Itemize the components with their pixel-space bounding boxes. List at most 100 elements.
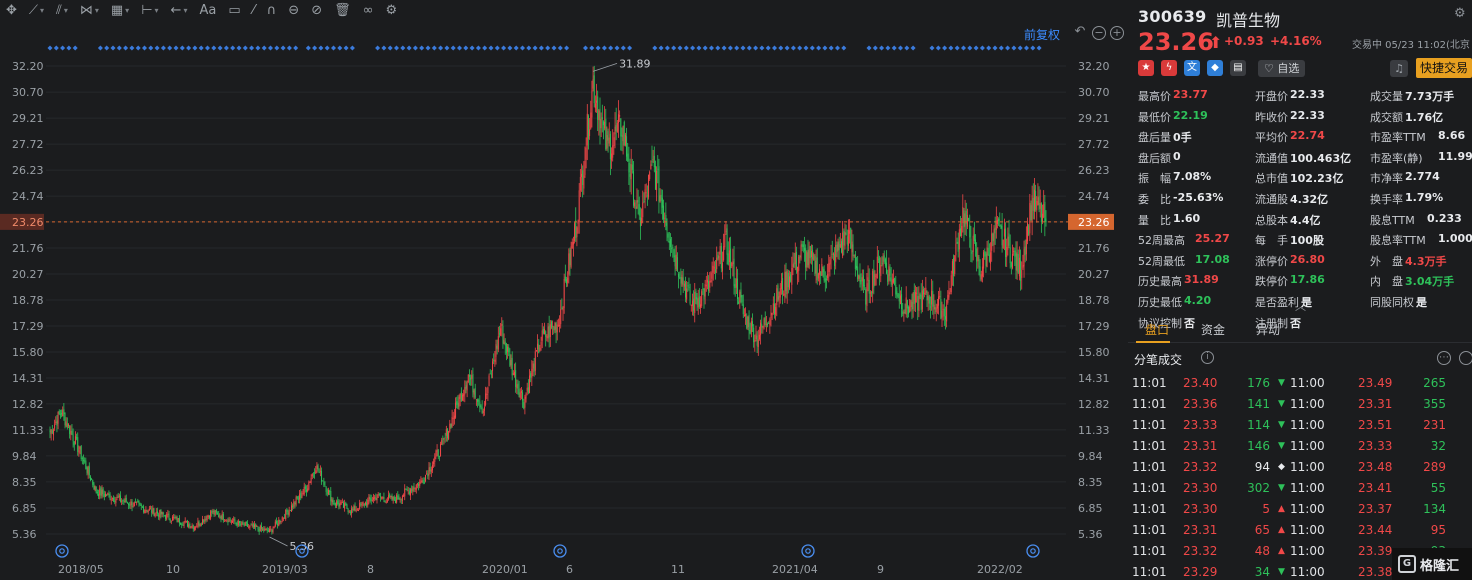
zoom-out-icon[interactable]: − <box>1092 26 1106 40</box>
candle-body <box>854 254 856 269</box>
stat-value: 是 <box>1301 295 1312 309</box>
y-tick-label-left: 24.74 <box>12 190 44 203</box>
low-marker-line <box>269 536 288 547</box>
candle-body <box>527 387 529 393</box>
alert-bell-icon[interactable]: ♫ <box>1390 60 1408 77</box>
candle-body <box>928 296 930 304</box>
tab-capital[interactable]: 资金 <box>1201 323 1226 337</box>
kline-chart[interactable]: 32.20 32.20 30.70 30.70 29.21 29.21 27.72 27.72… <box>0 22 1128 580</box>
candle-body <box>242 522 244 524</box>
current-price-tag-left-bg <box>0 213 44 230</box>
candle-body <box>621 135 623 137</box>
candle-body <box>950 275 952 293</box>
candle-body <box>477 399 479 402</box>
candle-body <box>740 289 742 298</box>
gear-icon[interactable]: ⚙ <box>385 2 397 20</box>
tab-orderbook[interactable]: 盘口 <box>1145 323 1170 337</box>
x-tick-label: 2022/02 <box>977 563 1023 576</box>
tick-direction-icon: ▼ <box>1278 420 1285 430</box>
range-tool-icon[interactable]: ⊢ ▾ <box>141 2 158 20</box>
candle-body <box>324 485 326 487</box>
stat-value: 23.77 <box>1173 88 1208 101</box>
candle-body <box>1000 224 1002 229</box>
watchlist-button[interactable]: ♡ 自选 <box>1258 60 1306 77</box>
candle-body <box>185 520 187 522</box>
collapse-chevron-icon[interactable]: ︿ <box>1295 300 1306 313</box>
undo-icon[interactable]: ↶ <box>1074 24 1086 39</box>
stats-row: 委 比 -25.63% 流通股 4.32亿 换手率 1.79% <box>1138 191 1472 212</box>
eye-icon[interactable]: ⊖ <box>288 2 299 20</box>
candle-body <box>423 481 425 483</box>
candle-body <box>872 271 874 294</box>
candle-body <box>1030 205 1032 221</box>
candle-body <box>560 309 562 325</box>
candle-body <box>520 391 522 393</box>
candle-body <box>897 295 899 297</box>
candle-body <box>682 277 684 285</box>
channel-tool-icon[interactable]: ⫽ ▾ <box>56 2 68 20</box>
candle-body <box>696 297 698 305</box>
candle-body <box>72 434 74 442</box>
candle-body <box>204 518 206 522</box>
candle-body <box>545 331 547 337</box>
cn-flag-icon[interactable]: ★ <box>1138 60 1154 76</box>
info-icon[interactable]: i <box>1201 351 1214 364</box>
candle-body <box>993 229 995 245</box>
candle-body <box>258 529 260 532</box>
event-marker <box>822 45 828 51</box>
candle-body <box>524 396 526 408</box>
pattern-tool-icon[interactable]: ⋈ ▾ <box>80 2 99 20</box>
tab-unusual[interactable]: 异动 <box>1256 323 1281 337</box>
text-tool-icon[interactable]: Aa <box>199 2 216 20</box>
trendline-tool-icon[interactable]: ⟋ ▾ <box>29 2 44 20</box>
candle-body <box>635 206 637 209</box>
event-marker <box>331 45 336 51</box>
candle-body <box>189 523 191 528</box>
hide-icon[interactable]: ⊘ <box>311 2 322 20</box>
more-icon[interactable]: ⋯ <box>1437 351 1451 365</box>
tick-time: 11:00 <box>1290 565 1325 579</box>
candle-body <box>978 257 980 268</box>
candle-body <box>1033 189 1035 212</box>
comment-tool-icon[interactable]: ▭ <box>228 2 240 20</box>
translate-icon[interactable]: 文 <box>1184 60 1200 76</box>
candle-body <box>421 481 423 482</box>
candle-body <box>240 523 242 525</box>
link-icon[interactable]: ∞ <box>363 2 374 20</box>
price-adjust-toggle[interactable]: 前复权 <box>1024 28 1061 42</box>
candle-body <box>898 293 900 302</box>
measure-tool-icon[interactable]: ▦ ▾ <box>111 2 129 20</box>
candle-body <box>420 480 422 483</box>
arrow-tool-icon[interactable]: ← ▾ <box>171 2 188 20</box>
candle-body <box>1015 253 1017 270</box>
zoom-in-icon[interactable]: + <box>1110 26 1124 40</box>
event-marker <box>709 45 714 51</box>
candle-body <box>862 275 864 287</box>
candle-body <box>726 228 728 255</box>
candle-body <box>879 257 881 274</box>
flash-icon[interactable]: ϟ <box>1161 60 1177 76</box>
doc-icon[interactable]: ▤ <box>1230 60 1246 76</box>
quick-trade-button[interactable]: 快捷交易 <box>1416 58 1472 78</box>
brush-icon[interactable]: ⁄ <box>253 2 255 20</box>
candle-body <box>70 430 72 435</box>
candle-body <box>760 322 762 336</box>
candle-body <box>668 241 670 243</box>
candle-body <box>326 492 328 494</box>
candle-body <box>776 288 778 306</box>
event-marker <box>154 45 160 51</box>
settings-icon[interactable]: ⚙ <box>1454 6 1466 21</box>
candle-body <box>416 483 418 485</box>
candle-body <box>351 508 353 514</box>
tag-icon[interactable]: ◆ <box>1207 60 1223 76</box>
stat-value: 102.23亿 <box>1290 172 1344 186</box>
crosshair-icon[interactable]: ✥ <box>6 2 17 20</box>
trash-icon[interactable]: 🗑 <box>334 2 351 20</box>
magnet-icon[interactable]: ∩ <box>267 2 277 20</box>
candle-body <box>403 495 405 497</box>
y-tick-label-right: 20.27 <box>1078 268 1110 281</box>
expand-icon[interactable] <box>1459 351 1472 365</box>
tick-price: 23.33 <box>1183 418 1218 432</box>
stats-row: 量 比 1.60 总股本 4.4亿 股息TTM 0.233 <box>1138 212 1472 233</box>
